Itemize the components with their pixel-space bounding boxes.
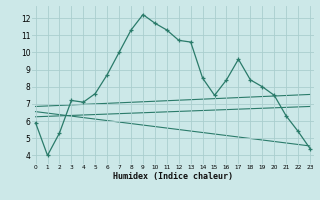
X-axis label: Humidex (Indice chaleur): Humidex (Indice chaleur)	[113, 172, 233, 181]
